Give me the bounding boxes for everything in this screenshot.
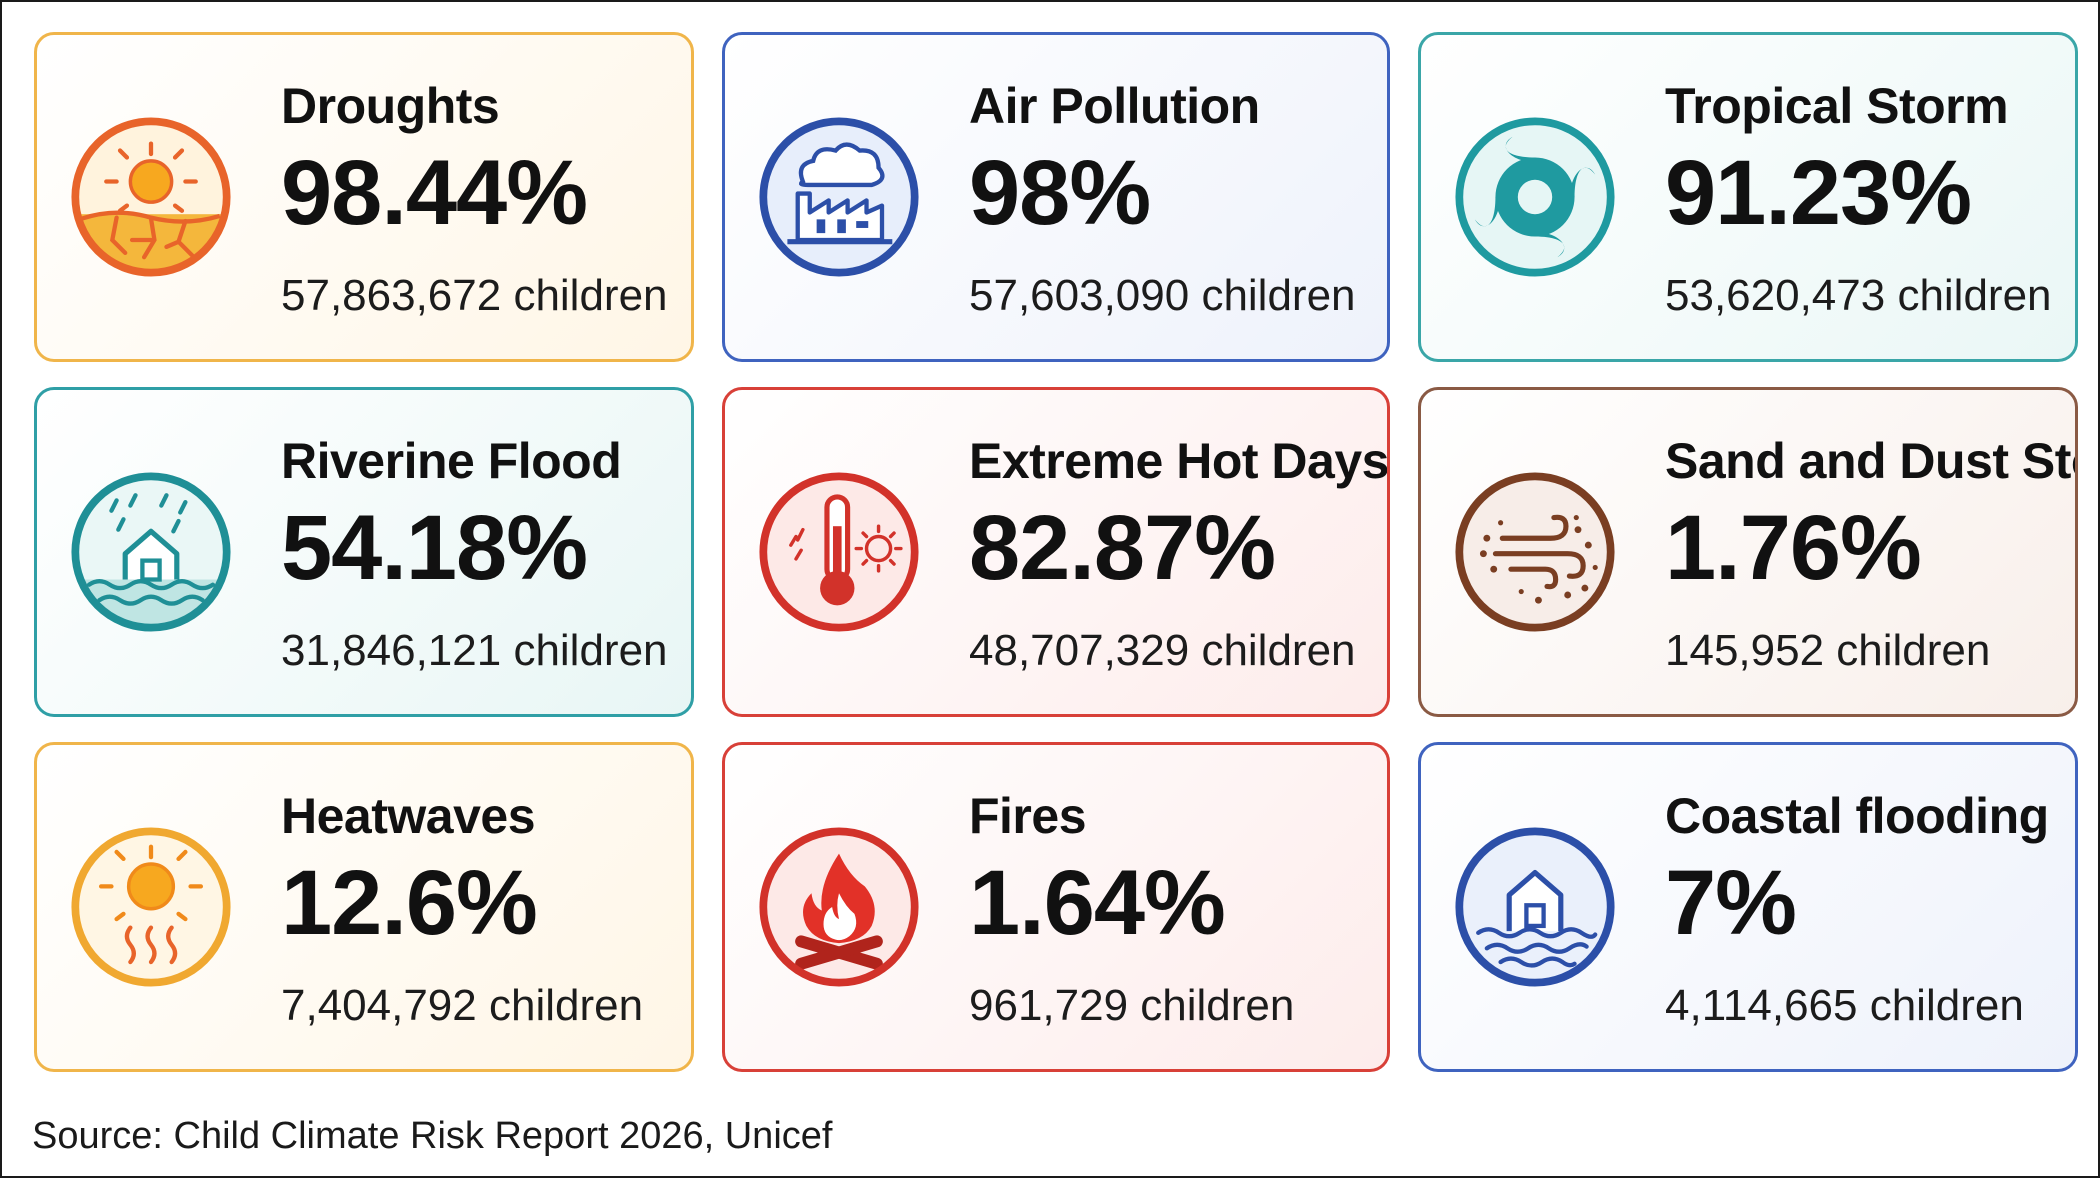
hazard-title: Air Pollution bbox=[969, 78, 1260, 134]
card-extreme-hot-days: Extreme Hot Days 82.87% 48,707,329 child… bbox=[722, 387, 1390, 717]
thermometer-sun-icon bbox=[753, 466, 925, 638]
children-count: 48,707,329 children bbox=[969, 626, 1356, 675]
hazard-percent: 91.23% bbox=[1665, 142, 1972, 244]
card-sand-dust-storm: Sand and Dust Storm 1.76% 145,952 childr… bbox=[1418, 387, 2078, 717]
children-count: 7,404,792 children bbox=[281, 981, 644, 1030]
card-heatwaves: Heatwaves 12.6% 7,404,792 children bbox=[34, 742, 694, 1072]
hazard-title: Fires bbox=[969, 788, 1087, 844]
hazard-percent: 1.76% bbox=[1665, 497, 1922, 599]
source-caption: Source: Child Climate Risk Report 2026, … bbox=[32, 1115, 833, 1157]
hazard-percent: 54.18% bbox=[281, 497, 588, 599]
hazard-percent: 1.64% bbox=[969, 852, 1226, 954]
hazard-percent: 12.6% bbox=[281, 852, 538, 954]
children-count: 53,620,473 children bbox=[1665, 271, 2052, 320]
children-count: 31,846,121 children bbox=[281, 626, 668, 675]
hazard-grid: Droughts 98.44% 57,863,672 children bbox=[34, 32, 2078, 1072]
card-air-pollution: Air Pollution 98% 57,603,090 children bbox=[722, 32, 1390, 362]
hazard-percent: 82.87% bbox=[969, 497, 1276, 599]
children-count: 57,603,090 children bbox=[969, 271, 1356, 320]
card-fires: Fires 1.64% 961,729 children bbox=[722, 742, 1390, 1072]
hazard-title: Sand and Dust Storm bbox=[1665, 433, 2075, 489]
card-riverine-flood: Riverine Flood 54.18% 31,846,121 childre… bbox=[34, 387, 694, 717]
children-count: 961,729 children bbox=[969, 981, 1295, 1030]
hazard-title: Heatwaves bbox=[281, 788, 536, 844]
children-count: 4,114,665 children bbox=[1665, 981, 2024, 1030]
campfire-icon bbox=[753, 821, 925, 993]
children-count: 57,863,672 children bbox=[281, 271, 668, 320]
factory-pollution-icon bbox=[753, 111, 925, 283]
hazard-title: Extreme Hot Days bbox=[969, 433, 1389, 489]
flooded-house-rain-icon bbox=[65, 466, 237, 638]
coastal-flood-house-icon bbox=[1449, 821, 1621, 993]
children-count: 145,952 children bbox=[1665, 626, 1991, 675]
drought-icon bbox=[65, 111, 237, 283]
hazard-title: Tropical Storm bbox=[1665, 78, 2009, 134]
hazard-percent: 7% bbox=[1665, 852, 1797, 954]
card-coastal-flooding: Coastal flooding 7% 4,114,665 children bbox=[1418, 742, 2078, 1072]
hazard-title: Droughts bbox=[281, 78, 500, 134]
hazard-title: Coastal flooding bbox=[1665, 788, 2049, 844]
hazard-title: Riverine Flood bbox=[281, 433, 622, 489]
cyclone-icon bbox=[1449, 111, 1621, 283]
card-tropical-storm: Tropical Storm 91.23% 53,620,473 childre… bbox=[1418, 32, 2078, 362]
card-droughts: Droughts 98.44% 57,863,672 children bbox=[34, 32, 694, 362]
hazard-percent: 98.44% bbox=[281, 142, 588, 244]
sun-heatwave-icon bbox=[65, 821, 237, 993]
hazard-percent: 98% bbox=[969, 142, 1151, 244]
dust-wind-icon bbox=[1449, 466, 1621, 638]
